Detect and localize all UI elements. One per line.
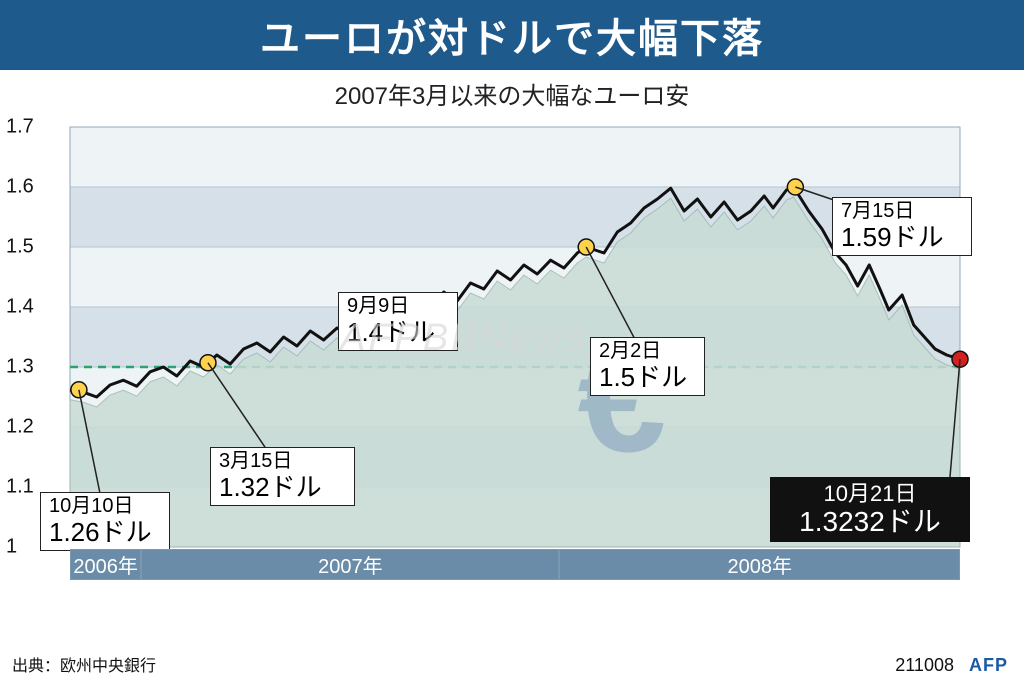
y-tick-label: 1.2 — [6, 416, 34, 439]
y-tick-label: 1.5 — [6, 236, 34, 259]
callout-value: 1.26ドル — [49, 518, 161, 548]
callout-value: 1.3232ドル — [780, 506, 960, 538]
x-year-label: 2007年 — [141, 549, 559, 580]
callout-value: 1.5ドル — [599, 363, 696, 393]
callout-date: 3月15日 — [219, 450, 346, 473]
callout-date: 10月10日 — [49, 495, 161, 518]
callout: 3月15日1.32ドル — [210, 447, 355, 506]
callout-date: 9月9日 — [347, 295, 449, 318]
callout: 10月10日1.26ドル — [40, 492, 170, 551]
callout: 7月15日1.59ドル — [832, 197, 972, 256]
callout-date: 2月2日 — [599, 340, 696, 363]
callout-date: 10月21日 — [780, 481, 960, 506]
callout: 9月9日1.4ドル — [338, 292, 458, 351]
callout: 2月2日1.5ドル — [590, 337, 705, 396]
footer-code: 211008 — [895, 655, 954, 675]
subtitle: 2007年3月以来の大幅なユーロ安 — [0, 76, 1024, 111]
y-tick-label: 1.7 — [6, 116, 34, 139]
y-tick-label: 1.3 — [6, 356, 34, 379]
page-title: ユーロが対ドルで大幅下落 — [0, 0, 1024, 70]
y-tick-label: 1.4 — [6, 296, 34, 319]
callout-date: 7月15日 — [841, 200, 963, 223]
euro-chart: € 10月10日1.26ドル3月15日1.32ドル9月9日1.4ドル2月2日1.… — [10, 117, 1014, 587]
callout-value: 1.4ドル — [347, 318, 449, 348]
callout-value: 1.59ドル — [841, 223, 963, 253]
x-year-label: 2006年 — [70, 549, 141, 580]
source-label: 出典：欧州中央銀行 — [12, 652, 156, 676]
y-tick-label: 1 — [6, 536, 17, 559]
callout-value: 1.32ドル — [219, 473, 346, 503]
y-tick-label: 1.6 — [6, 176, 34, 199]
x-year-label: 2008年 — [559, 549, 960, 580]
footer-brand: AFP — [969, 655, 1008, 675]
callout-last: 10月21日1.3232ドル — [770, 477, 970, 542]
y-tick-label: 1.1 — [6, 476, 34, 499]
